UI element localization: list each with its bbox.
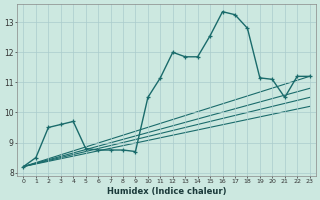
X-axis label: Humidex (Indice chaleur): Humidex (Indice chaleur) (107, 187, 226, 196)
